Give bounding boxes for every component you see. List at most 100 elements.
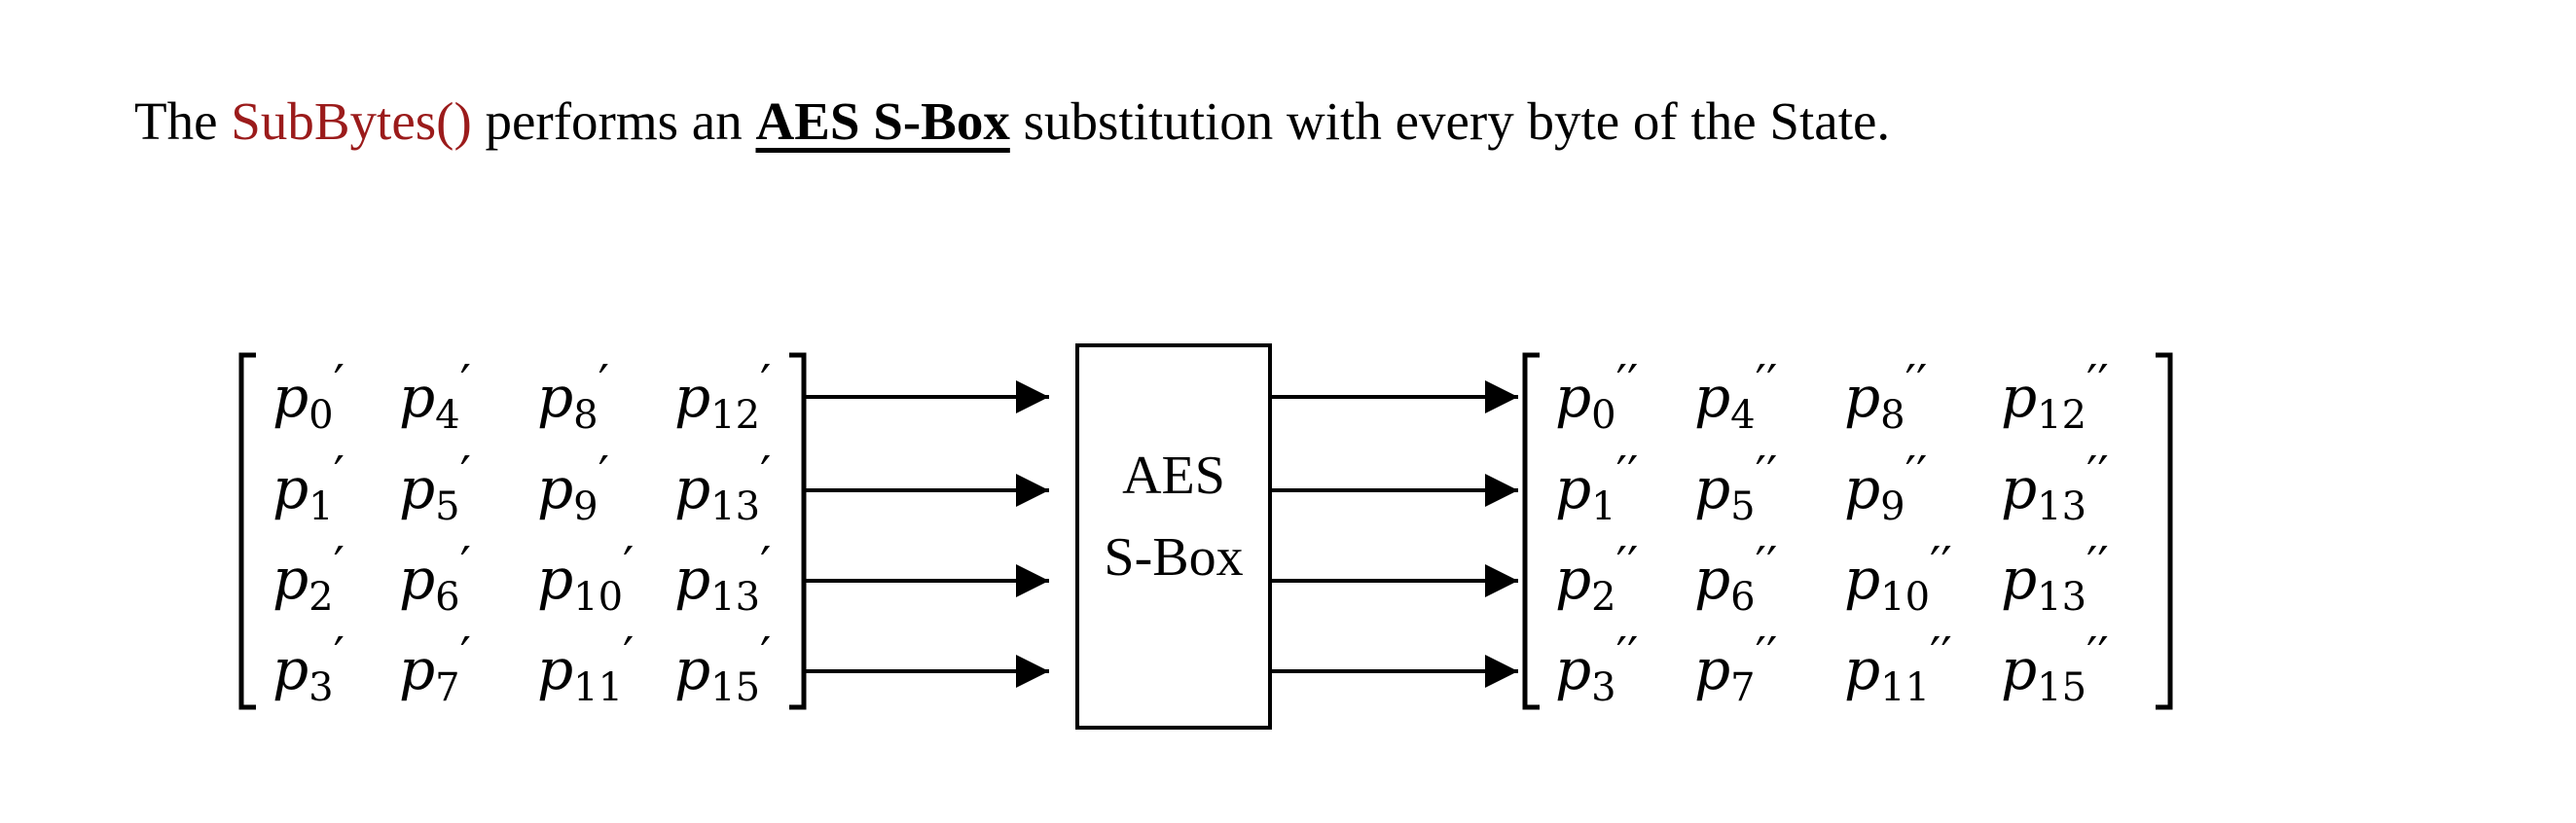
- cell-prime-mark: ′: [599, 446, 609, 502]
- cell-prime-mark: ′: [623, 626, 634, 683]
- output-matrix-cell-r3-c4: p13′′: [2001, 536, 2109, 620]
- cell-prime-mark: ′′: [1756, 536, 1778, 592]
- cell-symbol: p: [537, 546, 573, 612]
- cell-subscript: 6: [1730, 575, 1755, 620]
- cell-subscript: 9: [1880, 484, 1905, 529]
- input-matrix-cell-r1-c1: p0′: [272, 354, 345, 438]
- cell-subscript: 15: [2037, 665, 2086, 710]
- cell-prime-mark: ′′: [1930, 626, 1952, 683]
- cell-symbol: p: [537, 636, 573, 702]
- input-matrix-cell-r4-c1: p3′: [272, 626, 345, 710]
- cell-prime-mark: ′: [334, 536, 345, 592]
- function-name: SubBytes(): [231, 91, 472, 151]
- cell-symbol: p: [399, 636, 435, 702]
- cell-subscript: 6: [435, 575, 459, 620]
- cell-subscript: 2: [308, 575, 333, 620]
- input-matrix-cell-r3-c4: p13′: [674, 536, 771, 620]
- cell-symbol: p: [399, 546, 435, 612]
- cell-subscript: 0: [308, 393, 333, 438]
- sentence-suffix: substitution with every byte of the Stat…: [1009, 91, 1891, 151]
- description-sentence: The SubBytes() performs an AES S-Box sub…: [134, 88, 1890, 156]
- input-matrix-cell-r2-c4: p13′: [674, 446, 771, 529]
- cell-prime-mark: ′′: [1616, 536, 1639, 592]
- cell-symbol: p: [2001, 546, 2037, 612]
- cell-prime-mark: ′: [623, 536, 634, 592]
- cell-symbol: p: [674, 364, 710, 430]
- cell-prime-mark: ′: [599, 354, 609, 411]
- cell-prime-mark: ′′: [1616, 446, 1639, 502]
- output-matrix-cell-r3-c3: p10′′: [1844, 536, 1952, 620]
- output-matrix-brackets: [1522, 352, 2173, 710]
- input-matrix-right-bracket: [789, 352, 807, 710]
- cell-subscript: 10: [1880, 575, 1930, 620]
- output-matrix-cell-r3-c2: p6′′: [1694, 536, 1777, 620]
- output-matrix-cell-r4-c3: p11′′: [1844, 626, 1952, 710]
- cell-subscript: 5: [435, 484, 459, 529]
- cell-prime-mark: ′′: [2086, 626, 2109, 683]
- cell-prime-mark: ′′: [1905, 446, 1928, 502]
- input-matrix-cell-r4-c3: p11′: [537, 626, 634, 710]
- cell-symbol: p: [2001, 364, 2037, 430]
- cell-symbol: p: [399, 364, 435, 430]
- input-matrix-cell-r1-c4: p12′: [674, 354, 771, 438]
- cell-subscript: 8: [573, 393, 598, 438]
- input-matrix: p0′ p4′ p8′ p12′p1′ p5′ p9′ p13′p2′ p6′ p10′ p13′…: [272, 354, 771, 710]
- cell-prime-mark: ′: [334, 354, 345, 411]
- output-arrowhead-row-1: [1485, 380, 1518, 413]
- cell-symbol: p: [272, 364, 308, 430]
- cell-prime-mark: ′: [760, 536, 771, 592]
- output-matrix-cell-r2-c1: p1′′: [1555, 446, 1638, 529]
- cell-subscript: 3: [308, 665, 333, 710]
- output-arrowhead-row-3: [1485, 564, 1518, 597]
- cell-symbol: p: [537, 455, 573, 521]
- output-matrix-cell-r1-c1: p0′′: [1555, 354, 1638, 438]
- cell-subscript: 13: [2037, 484, 2086, 529]
- cell-prime-mark: ′: [460, 446, 471, 502]
- cell-subscript: 10: [573, 575, 623, 620]
- input-arrowhead-row-4: [1016, 655, 1049, 688]
- cell-subscript: 5: [1730, 484, 1755, 529]
- input-matrix-cell-r2-c2: p5′: [399, 446, 471, 529]
- cell-subscript: 9: [573, 484, 598, 529]
- cell-subscript: 1: [1591, 484, 1615, 529]
- cell-prime-mark: ′′: [1616, 626, 1639, 683]
- output-matrix-cell-r1-c4: p12′′: [2001, 354, 2109, 438]
- cell-symbol: p: [1555, 546, 1591, 612]
- input-matrix-cell-r1-c3: p8′: [537, 354, 609, 438]
- cell-prime-mark: ′′: [2086, 446, 2109, 502]
- cell-subscript: 13: [710, 575, 760, 620]
- cell-symbol: p: [1694, 455, 1730, 521]
- input-matrix-brackets: [238, 352, 807, 710]
- cell-subscript: 1: [308, 484, 333, 529]
- output-matrix-cell-r2-c4: p13′′: [2001, 446, 2109, 529]
- input-matrix-cell-r4-c2: p7′: [399, 626, 471, 710]
- input-matrix-cell-r4-c4: p15′: [674, 626, 771, 710]
- cell-symbol: p: [674, 546, 710, 612]
- cell-symbol: p: [1555, 636, 1591, 702]
- cell-subscript: 4: [435, 393, 459, 438]
- output-matrix-cell-r3-c1: p2′′: [1555, 536, 1638, 620]
- cell-symbol: p: [1694, 546, 1730, 612]
- sentence-prefix: The: [134, 91, 232, 151]
- sbox-label-line-2: S-Box: [1104, 527, 1243, 588]
- cell-symbol: p: [272, 455, 308, 521]
- cell-prime-mark: ′′: [1930, 536, 1952, 592]
- input-arrowhead-row-1: [1016, 380, 1049, 413]
- cell-symbol: p: [1844, 455, 1880, 521]
- cell-prime-mark: ′′: [1756, 446, 1778, 502]
- cell-prime-mark: ′′: [2086, 354, 2109, 411]
- cell-symbol: p: [674, 455, 710, 521]
- cell-subscript: 7: [1730, 665, 1755, 710]
- sbox-label-line-1: AES: [1122, 446, 1225, 506]
- cell-prime-mark: ′: [760, 626, 771, 683]
- cell-prime-mark: ′: [760, 354, 771, 411]
- input-matrix-cell-r3-c3: p10′: [537, 536, 634, 620]
- cell-symbol: p: [1844, 636, 1880, 702]
- input-matrix-left-bracket: [238, 352, 256, 710]
- output-matrix-cell-r2-c2: p5′′: [1694, 446, 1777, 529]
- cell-prime-mark: ′′: [1905, 354, 1928, 411]
- output-arrowhead-row-2: [1485, 474, 1518, 507]
- cell-symbol: p: [1844, 546, 1880, 612]
- input-matrix-cell-r2-c1: p1′: [272, 446, 345, 529]
